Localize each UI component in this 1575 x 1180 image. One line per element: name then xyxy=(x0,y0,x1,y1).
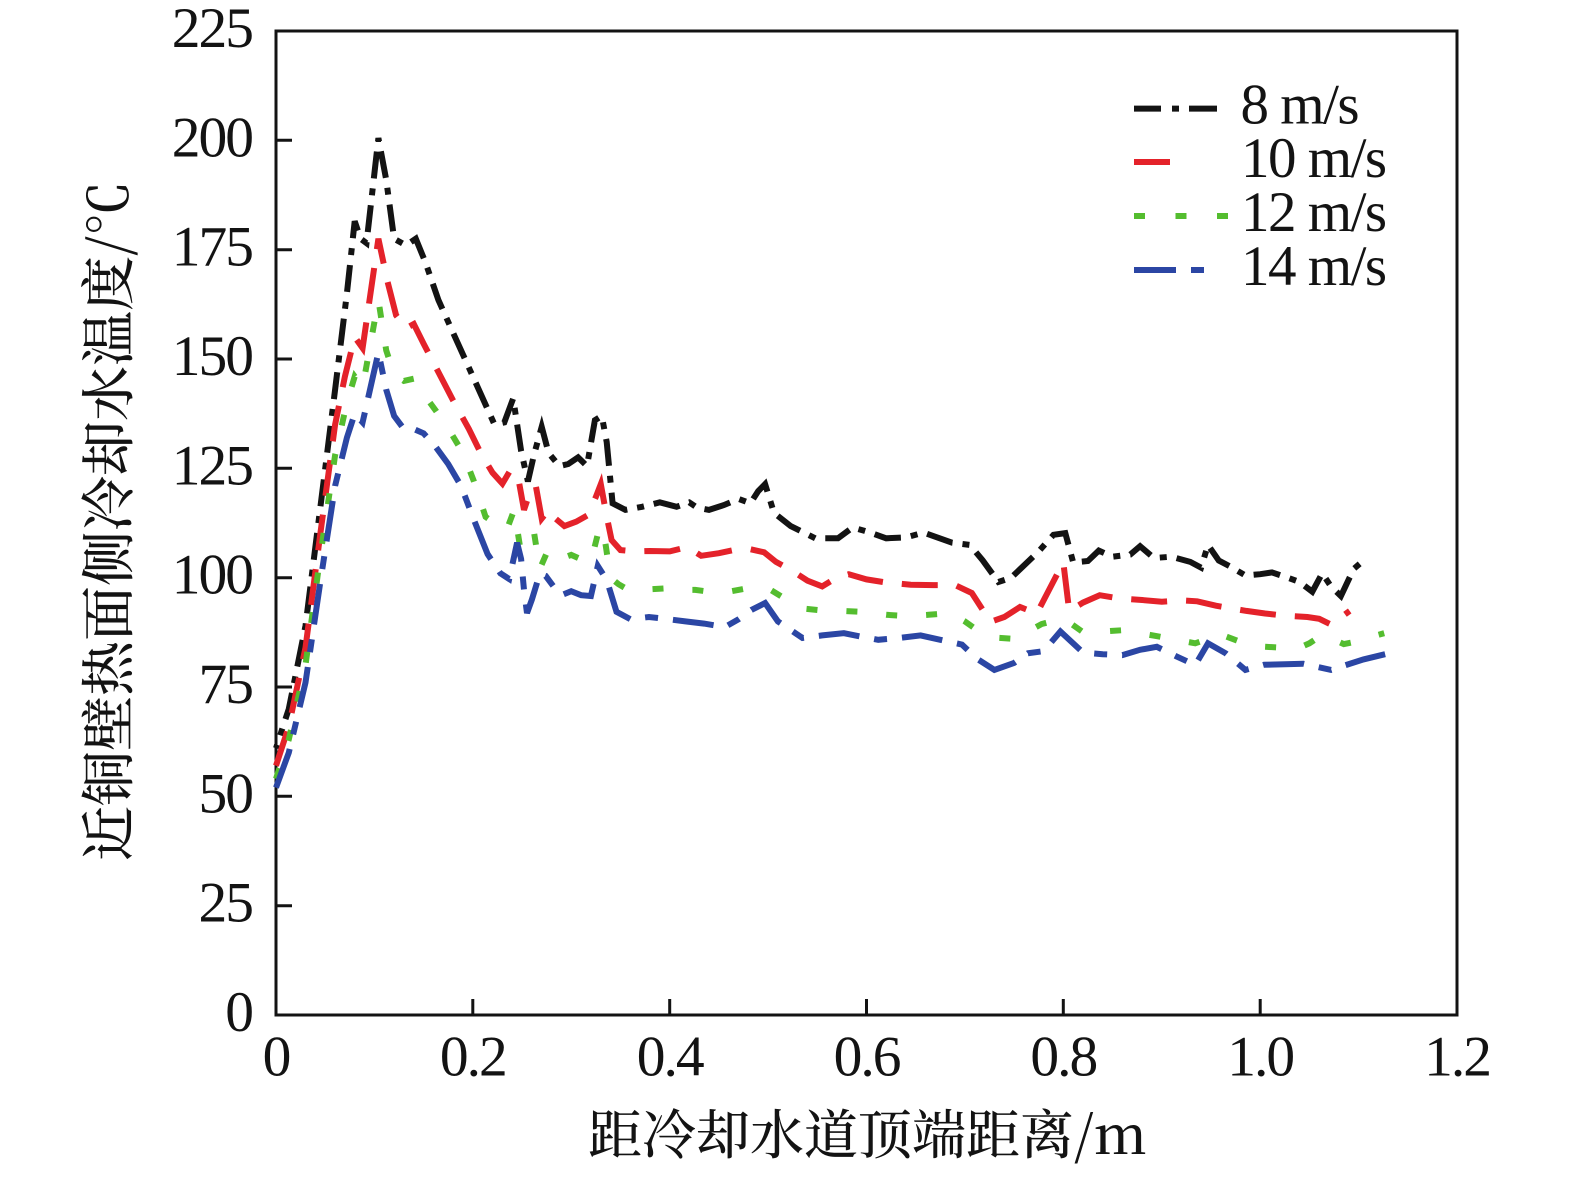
svg-text:8 m/s: 8 m/s xyxy=(1241,74,1359,137)
svg-text:0.2: 0.2 xyxy=(440,1026,506,1089)
svg-text:175: 175 xyxy=(172,216,253,279)
svg-text:14 m/s: 14 m/s xyxy=(1241,235,1386,298)
svg-text:10 m/s: 10 m/s xyxy=(1241,127,1386,190)
svg-text:1.2: 1.2 xyxy=(1424,1026,1490,1089)
svg-text:12 m/s: 12 m/s xyxy=(1241,181,1386,244)
svg-text:150: 150 xyxy=(172,325,253,388)
svg-text:25: 25 xyxy=(199,872,253,935)
svg-text:100: 100 xyxy=(172,544,253,607)
svg-text:0.4: 0.4 xyxy=(637,1026,704,1089)
svg-text:200: 200 xyxy=(172,106,253,169)
svg-text:225: 225 xyxy=(172,0,253,60)
svg-text:1.0: 1.0 xyxy=(1227,1026,1293,1089)
svg-text:50: 50 xyxy=(199,762,253,825)
svg-text:0.8: 0.8 xyxy=(1030,1026,1096,1089)
svg-text:0: 0 xyxy=(263,1026,290,1089)
svg-text:0: 0 xyxy=(225,981,252,1044)
svg-text:0.6: 0.6 xyxy=(834,1026,901,1089)
svg-text:125: 125 xyxy=(172,434,253,497)
svg-text:75: 75 xyxy=(199,653,253,716)
